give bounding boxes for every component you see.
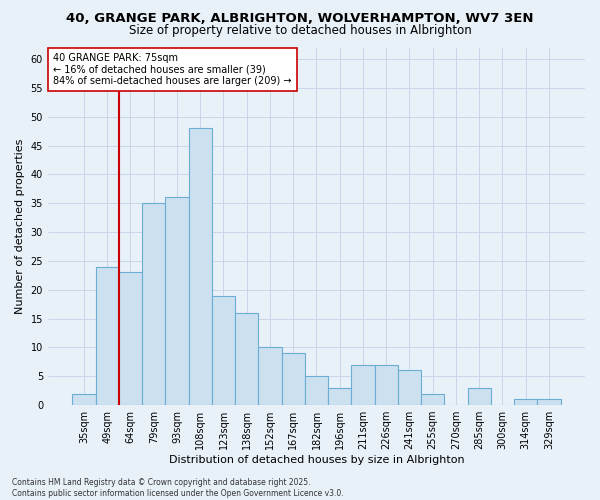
Bar	[95, 266, 119, 405]
X-axis label: Distribution of detached houses by size in Albrighton: Distribution of detached houses by size …	[169, 455, 464, 465]
Bar	[259, 348, 281, 405]
Bar	[538, 400, 560, 405]
Bar	[166, 198, 188, 405]
Bar	[352, 364, 374, 405]
Bar	[328, 388, 352, 405]
Bar	[514, 400, 538, 405]
Bar	[188, 128, 212, 405]
Y-axis label: Number of detached properties: Number of detached properties	[15, 138, 25, 314]
Text: Contains HM Land Registry data © Crown copyright and database right 2025.
Contai: Contains HM Land Registry data © Crown c…	[12, 478, 344, 498]
Text: 40, GRANGE PARK, ALBRIGHTON, WOLVERHAMPTON, WV7 3EN: 40, GRANGE PARK, ALBRIGHTON, WOLVERHAMPT…	[66, 12, 534, 26]
Bar	[281, 353, 305, 405]
Bar	[374, 364, 398, 405]
Bar	[73, 394, 95, 405]
Bar	[305, 376, 328, 405]
Bar	[119, 272, 142, 405]
Text: Size of property relative to detached houses in Albrighton: Size of property relative to detached ho…	[128, 24, 472, 37]
Title: 40, GRANGE PARK, ALBRIGHTON, WOLVERHAMPTON, WV7 3EN
Size of property relative to: 40, GRANGE PARK, ALBRIGHTON, WOLVERHAMPT…	[0, 499, 1, 500]
Bar	[212, 296, 235, 405]
Bar	[398, 370, 421, 405]
Bar	[421, 394, 445, 405]
Bar	[142, 203, 166, 405]
Bar	[467, 388, 491, 405]
Bar	[235, 313, 259, 405]
Text: 40 GRANGE PARK: 75sqm
← 16% of detached houses are smaller (39)
84% of semi-deta: 40 GRANGE PARK: 75sqm ← 16% of detached …	[53, 53, 292, 86]
